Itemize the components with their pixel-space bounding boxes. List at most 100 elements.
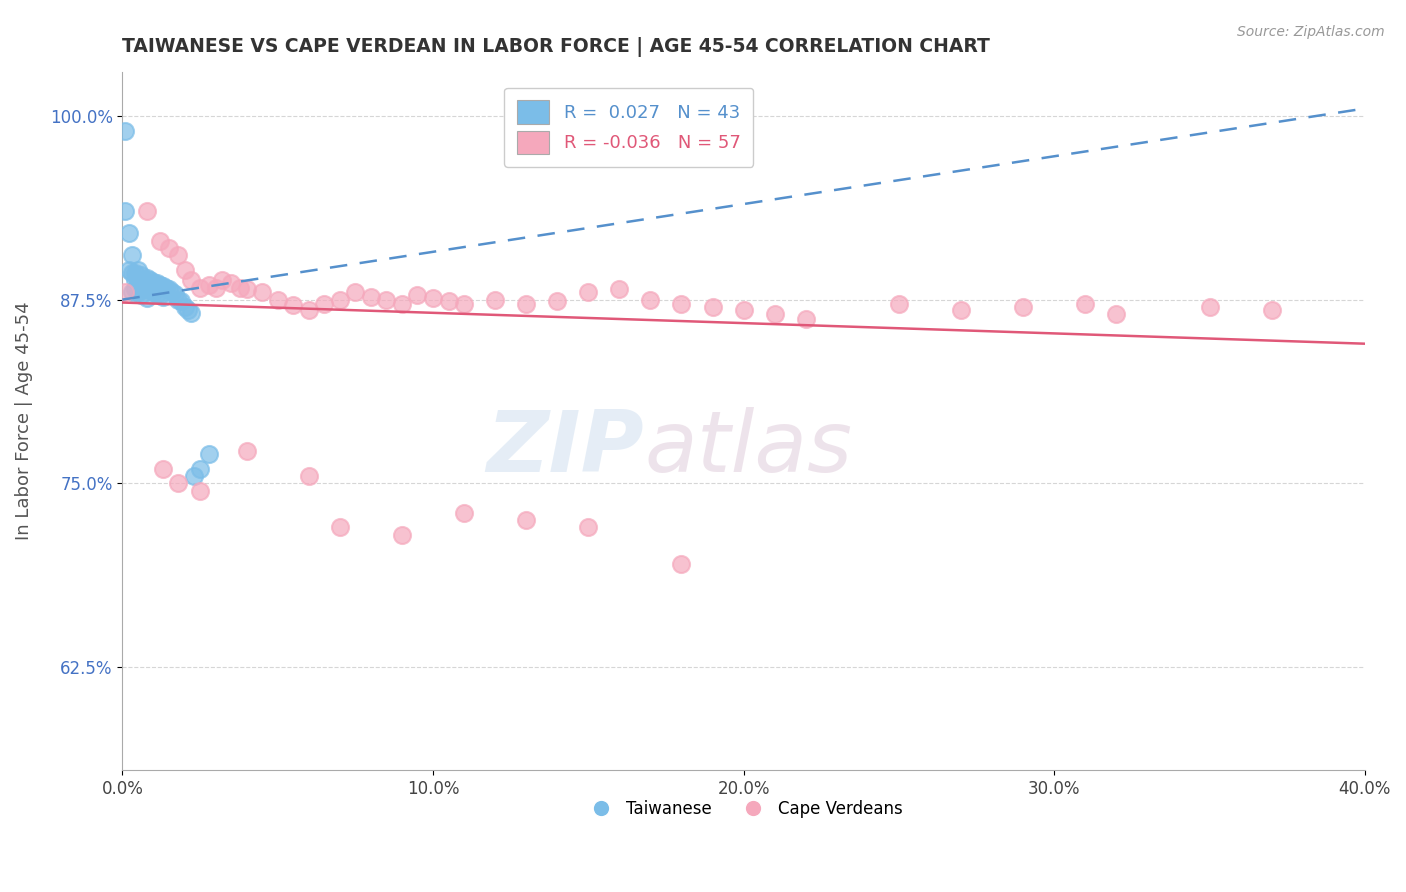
Point [188, 461, 211, 475]
Point [422, 291, 444, 305]
Point [1198, 300, 1220, 314]
Point [515, 513, 537, 527]
Point [950, 302, 973, 317]
Point [117, 263, 139, 277]
Point [329, 520, 352, 534]
Point [1074, 297, 1097, 311]
Point [152, 279, 174, 293]
Point [129, 268, 152, 282]
Point [152, 461, 174, 475]
Point [267, 293, 290, 307]
Point [121, 248, 143, 262]
Point [576, 285, 599, 300]
Point [145, 286, 167, 301]
Point [314, 297, 336, 311]
Point [114, 285, 136, 300]
Point [121, 285, 143, 300]
Point [180, 273, 202, 287]
Point [157, 241, 180, 255]
Point [188, 483, 211, 498]
Point [576, 520, 599, 534]
Point [129, 288, 152, 302]
Point [235, 282, 257, 296]
Point [167, 248, 190, 262]
Point [136, 204, 159, 219]
Point [157, 282, 180, 296]
Point [640, 293, 662, 307]
Point [142, 275, 165, 289]
Point [145, 277, 167, 291]
Point [219, 277, 242, 291]
Point [609, 282, 631, 296]
Point [149, 277, 172, 292]
Point [160, 285, 183, 300]
Point [360, 290, 382, 304]
Text: Source: ZipAtlas.com: Source: ZipAtlas.com [1237, 25, 1385, 39]
Point [167, 476, 190, 491]
Point [180, 306, 202, 320]
Point [763, 307, 786, 321]
Point [794, 311, 817, 326]
Point [167, 293, 190, 307]
Point [134, 282, 156, 296]
Point [155, 281, 177, 295]
Point [149, 234, 172, 248]
Point [1260, 302, 1282, 317]
Point [211, 273, 233, 287]
Point [515, 297, 537, 311]
Point [121, 266, 143, 280]
Point [484, 293, 506, 307]
Point [136, 270, 159, 285]
Point [136, 291, 159, 305]
Point [170, 294, 193, 309]
Point [176, 302, 198, 317]
Point [235, 444, 257, 458]
Point [139, 282, 162, 296]
Point [229, 281, 252, 295]
Point [250, 285, 273, 300]
Point [173, 263, 195, 277]
Point [375, 293, 398, 307]
Point [134, 273, 156, 287]
Point [453, 506, 475, 520]
Point [129, 277, 152, 292]
Point [188, 281, 211, 295]
Point [453, 297, 475, 311]
Point [344, 285, 367, 300]
Point [149, 288, 172, 302]
Point [127, 285, 149, 300]
Point [671, 297, 693, 311]
Point [198, 447, 221, 461]
Point [546, 294, 568, 309]
Point [391, 528, 413, 542]
Point [198, 277, 221, 292]
Point [887, 297, 910, 311]
Text: ZIP: ZIP [486, 408, 644, 491]
Point [283, 298, 305, 312]
Point [142, 285, 165, 300]
Point [127, 263, 149, 277]
Point [391, 297, 413, 311]
Point [329, 293, 352, 307]
Point [406, 288, 429, 302]
Point [702, 300, 724, 314]
Text: TAIWANESE VS CAPE VERDEAN IN LABOR FORCE | AGE 45-54 CORRELATION CHART: TAIWANESE VS CAPE VERDEAN IN LABOR FORCE… [122, 37, 990, 57]
Point [298, 469, 321, 483]
Point [124, 266, 146, 280]
Point [1105, 307, 1128, 321]
Point [139, 273, 162, 287]
Point [127, 273, 149, 287]
Point [183, 469, 205, 483]
Point [671, 558, 693, 572]
Point [152, 290, 174, 304]
Point [124, 282, 146, 296]
Point [173, 300, 195, 314]
Point [124, 273, 146, 287]
Point [298, 302, 321, 317]
Y-axis label: In Labor Force | Age 45-54: In Labor Force | Age 45-54 [15, 301, 32, 541]
Point [114, 204, 136, 219]
Point [733, 302, 755, 317]
Point [165, 286, 187, 301]
Point [1012, 300, 1035, 314]
Point [117, 227, 139, 241]
